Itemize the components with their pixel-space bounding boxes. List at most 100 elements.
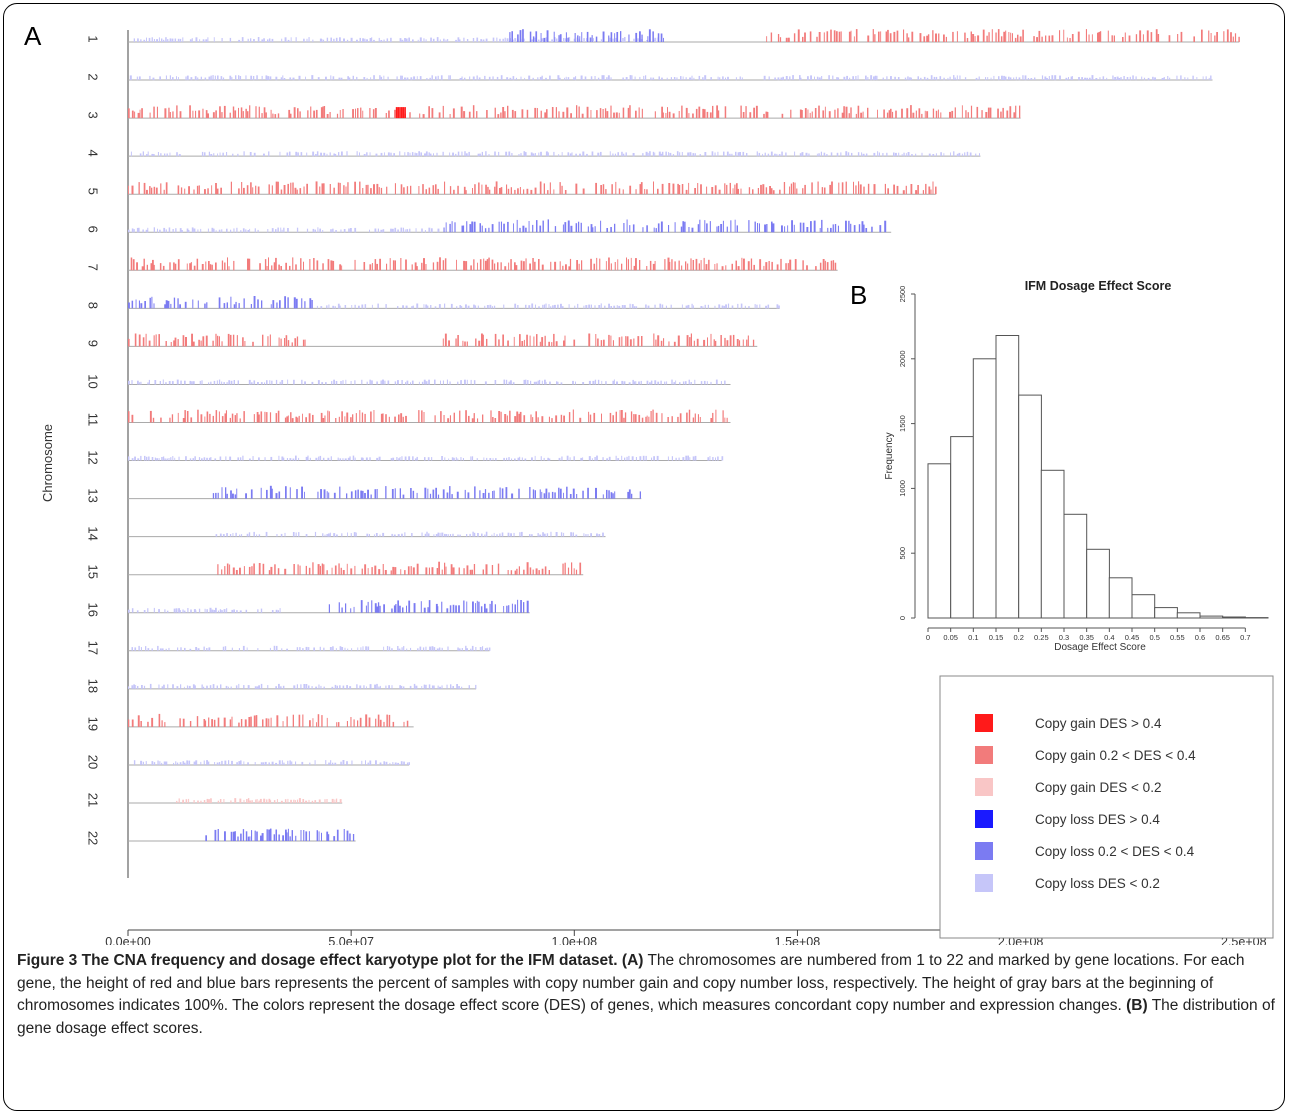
cna-bar: [850, 30, 852, 42]
cna-bar: [388, 646, 391, 651]
cna-bar: [322, 457, 325, 461]
cna-bar: [261, 75, 263, 80]
cna-bar: [293, 297, 296, 309]
cna-bar: [260, 487, 262, 499]
cna-bar: [525, 152, 527, 157]
cna-bar: [334, 306, 336, 309]
cna-bar: [217, 800, 219, 803]
cna-bar: [460, 106, 463, 119]
cna-bar: [423, 684, 425, 689]
cna-bar: [755, 105, 758, 119]
cna-bar: [375, 153, 378, 157]
cna-bar: [472, 531, 474, 537]
cna-bar: [403, 686, 405, 689]
cna-bar: [322, 418, 325, 423]
cna-bar: [585, 305, 588, 309]
cna-bar: [431, 457, 433, 461]
cna-bar: [416, 492, 418, 499]
cna-bar: [433, 534, 435, 537]
cna-bar: [831, 181, 833, 195]
cna-bar: [520, 260, 523, 271]
cna-bar: [429, 493, 432, 499]
cna-bar: [539, 225, 542, 233]
cna-bar: [579, 562, 582, 575]
cna-bar: [895, 152, 897, 157]
cna-bar: [279, 381, 281, 385]
histogram-x-tick-label: 0.35: [1079, 633, 1094, 642]
cna-bar: [386, 263, 388, 271]
cna-bar: [529, 567, 532, 575]
cna-bar: [612, 380, 614, 385]
cna-bar: [587, 487, 589, 499]
cna-bar: [247, 111, 249, 119]
cna-bar: [444, 258, 447, 271]
cna-bar: [1180, 31, 1183, 42]
cna-bar: [128, 609, 130, 613]
cna-bar: [783, 182, 786, 195]
cna-bar: [606, 77, 608, 81]
cna-bar: [341, 533, 343, 537]
cna-bar: [151, 457, 154, 461]
cna-bar: [661, 183, 664, 195]
cna-bar: [845, 106, 848, 119]
cna-bar: [217, 829, 219, 842]
cna-bar: [463, 260, 465, 271]
cna-bar: [534, 37, 536, 42]
cna-bar: [246, 185, 249, 195]
cna-bar: [745, 106, 747, 119]
cna-bar: [278, 491, 281, 499]
cna-bar: [610, 306, 612, 309]
cna-bar: [334, 684, 337, 689]
cna-bar: [922, 190, 924, 195]
cna-bar: [176, 800, 178, 803]
cna-bar: [513, 532, 515, 537]
cna-bar: [280, 533, 283, 537]
cna-bar: [393, 534, 396, 537]
cna-bar: [300, 258, 302, 271]
cna-bar: [379, 685, 381, 689]
cna-bar: [374, 489, 376, 499]
cna-bar: [707, 304, 709, 309]
cna-bar: [455, 153, 457, 157]
legend-swatch: [975, 714, 993, 732]
cna-bar: [484, 603, 486, 613]
cna-bar: [278, 455, 280, 461]
cna-bar: [458, 648, 461, 651]
cna-bar: [140, 455, 142, 461]
cna-bar: [1017, 34, 1019, 42]
cna-bar: [575, 76, 577, 81]
cna-bar: [394, 762, 397, 765]
cna-bar: [709, 112, 712, 119]
cna-bar: [269, 412, 272, 423]
cna-bar: [342, 570, 345, 575]
cna-bar: [639, 491, 641, 499]
cna-bar: [214, 75, 216, 81]
cna-bar: [342, 760, 345, 765]
cna-bar: [472, 601, 474, 613]
cna-bar: [390, 37, 392, 42]
cna-bar: [434, 306, 437, 309]
cna-bar: [257, 648, 259, 651]
cna-bar: [365, 714, 368, 727]
cna-bar: [263, 38, 265, 42]
cna-bar: [734, 184, 736, 195]
cna-bar: [238, 761, 240, 765]
cna-bar: [385, 761, 388, 765]
cna-bar: [417, 39, 419, 42]
cna-bar: [284, 532, 286, 537]
cna-bar: [254, 830, 256, 842]
cna-bar: [241, 37, 244, 42]
cna-bar: [137, 458, 140, 461]
cna-bar: [635, 381, 637, 385]
cna-bar: [449, 114, 451, 119]
cna-bar: [339, 685, 341, 689]
cna-bar: [164, 458, 166, 461]
cna-bar: [380, 413, 383, 423]
cna-bar: [301, 486, 303, 499]
cna-bar: [313, 110, 315, 119]
cna-bar: [685, 107, 688, 119]
cna-bar: [267, 39, 269, 42]
cna-bar: [915, 190, 918, 195]
cna-bar: [177, 185, 180, 195]
cna-bar: [336, 534, 338, 537]
